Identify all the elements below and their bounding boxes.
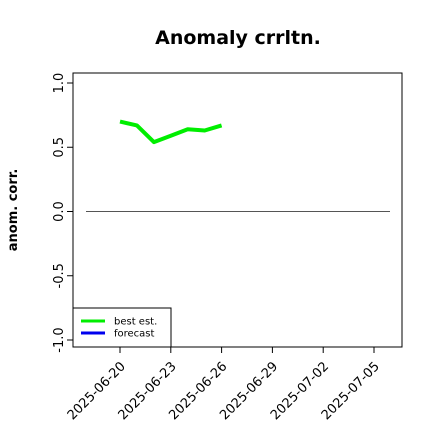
series-layer — [119, 119, 223, 145]
chart-title: Anomaly crrltn. — [155, 27, 321, 49]
y-tick-label: 0.5 — [52, 137, 67, 158]
legend: best est.forecast — [72, 307, 172, 348]
y-tick-label: 1.0 — [52, 73, 67, 94]
legend-label: forecast — [114, 329, 155, 340]
legend-label: best est. — [114, 317, 157, 328]
series-line-0 — [119, 119, 223, 145]
y-axis-label: anom. corr. — [6, 169, 21, 252]
plot-frame — [72, 72, 403, 348]
y-tick-label: -0.5 — [52, 263, 67, 288]
y-tick-label: 0.0 — [52, 201, 67, 222]
y-axis: -1.0 -0.5 0.0 0.5 1.0 — [52, 73, 73, 353]
y-tick-label: -1.0 — [52, 327, 67, 352]
x-axis: 2025-06-202025-06-232025-06-262025-06-29… — [65, 347, 383, 423]
legend-box — [72, 307, 172, 348]
